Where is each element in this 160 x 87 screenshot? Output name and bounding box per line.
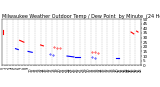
Text: Milwaukee Weather Outdoor Temp / Dew Point  by Minute  (24 Hours) (Alternate): Milwaukee Weather Outdoor Temp / Dew Poi… (2, 14, 160, 19)
